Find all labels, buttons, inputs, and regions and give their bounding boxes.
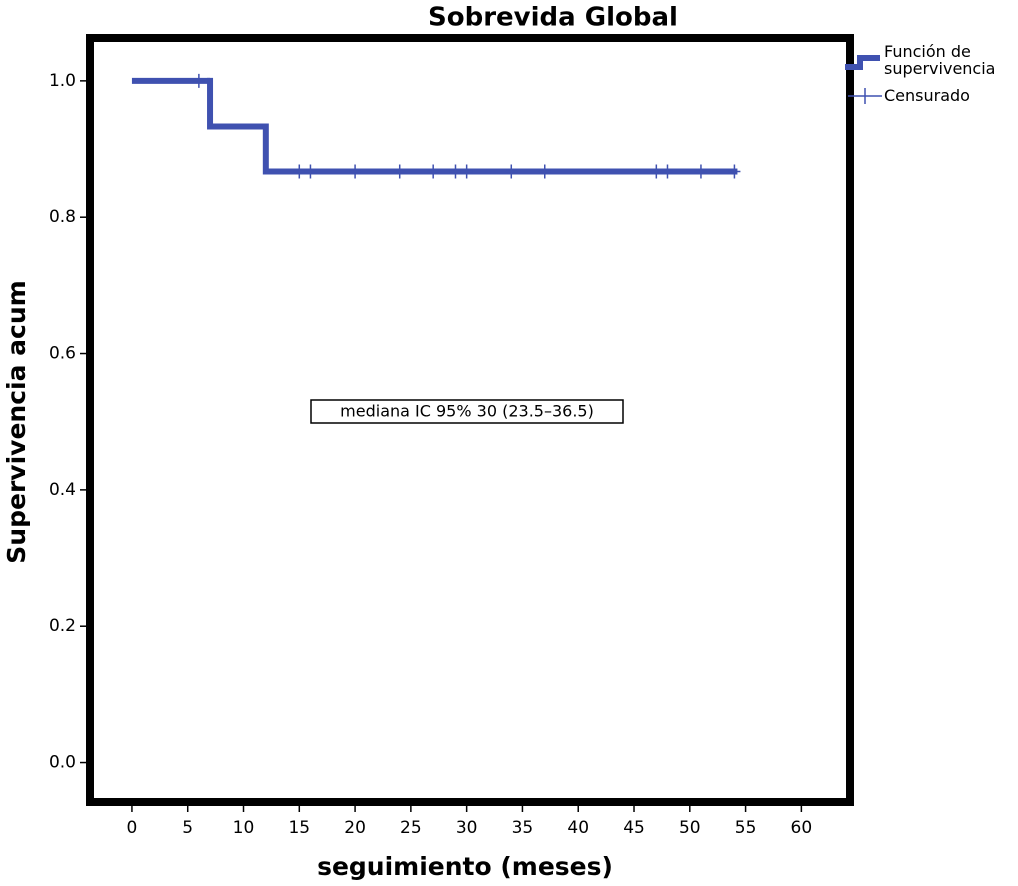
x-axis-label: seguimiento (meses)	[317, 852, 613, 881]
y-tick-label: 1.0	[49, 71, 76, 91]
y-tick-label: 0.4	[49, 480, 76, 500]
censor-mark	[650, 164, 663, 179]
x-tick-label: 5	[182, 818, 193, 838]
y-tick-label: 0.2	[49, 616, 76, 636]
x-tick-label: 55	[735, 818, 757, 838]
x-tick-label: 10	[233, 818, 255, 838]
legend-entry: Censurado	[884, 86, 970, 105]
censor-mark	[427, 164, 440, 179]
x-tick-label: 40	[567, 818, 589, 838]
x-tick-label: 35	[512, 818, 534, 838]
y-tick-label: 0.8	[49, 207, 76, 227]
censor-mark	[694, 164, 707, 179]
y-tick-label: 0.0	[49, 753, 76, 773]
censor-mark	[538, 164, 551, 179]
x-tick-label: 15	[288, 818, 310, 838]
x-tick-label: 20	[344, 818, 366, 838]
legend-entry: Función de supervivencia	[884, 42, 996, 78]
censor-mark	[393, 164, 406, 179]
annotation-box	[310, 399, 624, 424]
censor-mark	[661, 164, 674, 179]
chart-title: Sobrevida Global	[428, 3, 678, 33]
legend-step-icon	[845, 55, 880, 70]
plot-frame	[86, 34, 854, 806]
censor-mark	[349, 164, 362, 179]
censor-mark	[505, 164, 518, 179]
censor-mark	[449, 164, 462, 179]
x-tick-label: 30	[456, 818, 478, 838]
censor-mark	[460, 164, 473, 179]
x-tick-label: 50	[679, 818, 701, 838]
censor-mark	[192, 73, 205, 88]
annotation: mediana IC 95% 30 (23.5–36.5)	[340, 402, 594, 421]
y-tick-label: 0.6	[49, 344, 76, 364]
censor-mark	[293, 164, 306, 179]
x-tick-label: 25	[400, 818, 422, 838]
censor-mark	[728, 164, 741, 179]
x-tick-label: 0	[127, 818, 138, 838]
x-tick-label: 45	[623, 818, 645, 838]
x-tick-label: 60	[791, 818, 813, 838]
censor-mark	[304, 164, 317, 179]
y-axis-label: Supervivencia acum	[2, 280, 31, 563]
